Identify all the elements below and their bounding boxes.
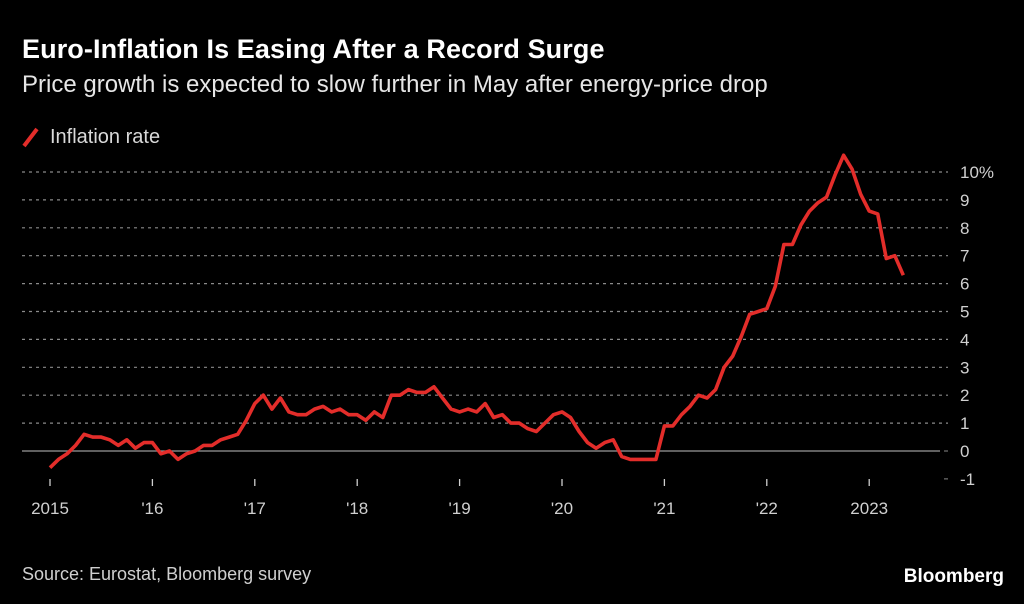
x-tick-label: '17 [244,499,266,518]
y-tick-label: 2 [960,386,969,405]
y-tick-label: 0 [960,442,969,461]
chart-subtitle: Price growth is expected to slow further… [22,71,768,98]
legend: Inflation rate [22,124,160,150]
x-tick-label: 2023 [850,499,888,518]
grid-lines [22,171,948,480]
y-tick-label: 3 [960,358,969,377]
brand-logo: Bloomberg [903,566,1004,587]
x-tick-label: 2015 [31,499,69,518]
x-axis: 2015 '16 '17 '18 '19 '20 '21 '22 2023 [31,479,888,518]
y-tick-label: 8 [960,219,969,238]
y-axis: -1 0 1 2 3 4 5 6 7 8 9 10% [960,163,994,489]
x-tick-label: '21 [653,499,675,518]
legend-label: Inflation rate [50,125,161,148]
line-swatch-icon [22,125,40,149]
x-tick-label: '20 [551,499,573,518]
y-tick-label: 7 [960,247,969,266]
source-note: Source: Eurostat, Bloomberg survey [22,564,312,584]
y-tick-label: 10% [960,163,994,182]
y-tick-label: 6 [960,275,969,294]
x-tick-label: '18 [346,499,368,518]
x-tick-label: '22 [756,499,778,518]
x-tick-label: '19 [449,499,471,518]
y-tick-label: 9 [960,191,969,210]
y-tick-label: 4 [960,330,969,349]
x-tick-label: '16 [141,499,163,518]
y-tick-label: 5 [960,303,969,322]
y-tick-label: -1 [960,470,975,489]
chart-title: Euro-Inflation Is Easing After a Record … [22,34,605,64]
y-tick-label: 1 [960,414,969,433]
series-group [48,153,905,469]
